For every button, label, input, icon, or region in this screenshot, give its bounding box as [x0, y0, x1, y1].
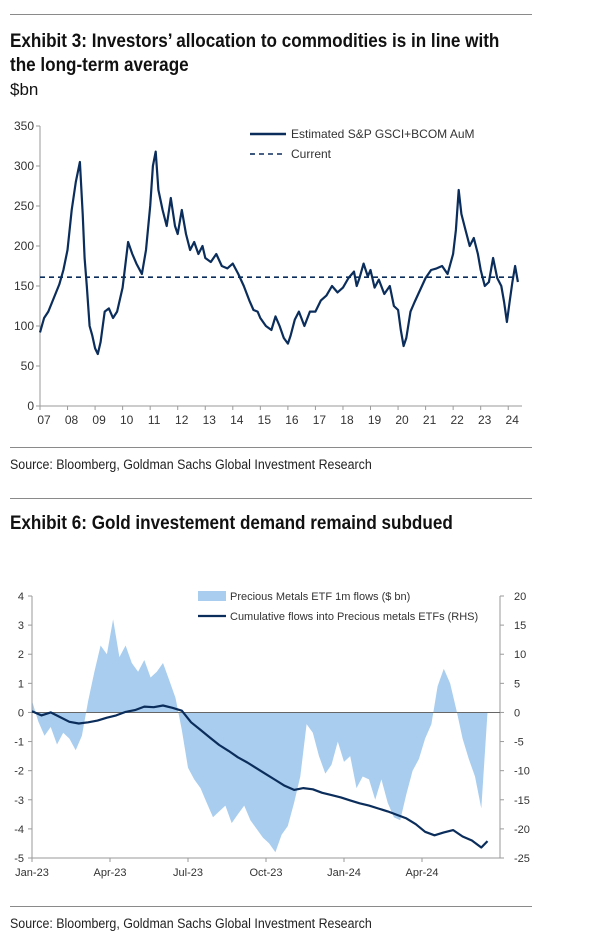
- exhibit3-chart: 0 50 100 150 200 250 300 350 07 08 09 10 11 12 13 14 15 1…: [14, 119, 522, 427]
- x-tick-label: 17: [313, 413, 327, 427]
- left-y-tick-label: 4: [18, 591, 24, 603]
- y-tick-label: 300: [14, 159, 34, 173]
- right-y-tick-label: -5: [514, 737, 524, 749]
- right-y-tick-label: 0: [514, 707, 520, 719]
- exhibit6-source-divider: [10, 906, 532, 907]
- etf-flows-area: [32, 619, 488, 853]
- x-tick-label: 12: [175, 413, 189, 427]
- right-y-tick-label: 20: [514, 591, 526, 603]
- y-tick-label: 0: [27, 399, 34, 413]
- exhibit3-source-divider: [10, 447, 532, 448]
- y-tick-label: 250: [14, 199, 34, 213]
- exhibit3-title: Exhibit 3: Investors’ allocation to comm…: [10, 31, 500, 76]
- x-tick-label: 20: [395, 413, 409, 427]
- y-tick-label: 50: [21, 359, 35, 373]
- y-tick-label: 200: [14, 239, 34, 253]
- x-tick-label: Apr-23: [93, 867, 126, 879]
- legend-label-cumulative: Cumulative flows into Precious metals ET…: [230, 611, 478, 623]
- right-y-tick-label: -10: [514, 766, 530, 778]
- right-y-tick-label: -25: [514, 853, 530, 865]
- section-divider: [10, 498, 532, 499]
- x-tick-label: Oct-23: [249, 867, 282, 879]
- right-y-tick-label: 15: [514, 620, 526, 632]
- exhibit3-source: Source: Bloomberg, Goldman Sachs Global …: [10, 457, 372, 472]
- x-tick-label: 07: [37, 413, 51, 427]
- x-tick-label: 16: [285, 413, 299, 427]
- left-y-tick-label: 0: [18, 707, 24, 719]
- exhibit6-title: Exhibit 6: Gold investement demand remai…: [10, 513, 453, 534]
- right-y-tick-label: 5: [514, 678, 520, 690]
- x-tick-label: 22: [450, 413, 464, 427]
- left-y-tick-label: -5: [14, 853, 24, 865]
- left-y-tick-label: -2: [14, 766, 24, 778]
- right-y-tick-label: 10: [514, 649, 526, 661]
- y-tick-label: 150: [14, 279, 34, 293]
- y-tick-label: 350: [14, 119, 34, 133]
- x-tick-label: 15: [258, 413, 272, 427]
- top-divider: [10, 14, 532, 15]
- y-tick-label: 100: [14, 319, 34, 333]
- x-tick-label: 13: [203, 413, 217, 427]
- x-tick-label: Jan-23: [15, 867, 49, 879]
- x-tick-label: 14: [230, 413, 244, 427]
- x-tick-label: 10: [120, 413, 134, 427]
- left-y-tick-label: -3: [14, 795, 24, 807]
- legend-label-flows: Precious Metals ETF 1m flows ($ bn): [230, 591, 410, 603]
- legend-label-aum: Estimated S&P GSCI+BCOM AuM: [291, 127, 475, 141]
- exhibit6-chart: -5-4-3-2-101234-25-20-15-10-505101520Jan…: [14, 591, 530, 879]
- x-tick-label: 24: [506, 413, 520, 427]
- left-y-tick-label: -4: [14, 824, 24, 836]
- x-tick-label: 11: [148, 413, 161, 427]
- right-y-tick-label: -20: [514, 824, 530, 836]
- x-tick-label: Jan-24: [327, 867, 361, 879]
- exhibit3-unit: $bn: [10, 80, 39, 99]
- left-y-tick-label: -1: [14, 737, 24, 749]
- exhibit6-source: Source: Bloomberg, Goldman Sachs Global …: [10, 916, 372, 931]
- x-tick-label: 08: [65, 413, 79, 427]
- aum-series-line: [38, 150, 519, 356]
- x-tick-label: 21: [423, 413, 437, 427]
- left-y-tick-label: 2: [18, 649, 24, 661]
- x-tick-label: Apr-24: [405, 867, 438, 879]
- left-y-tick-label: 3: [18, 620, 24, 632]
- legend-swatch-flows: [198, 591, 226, 601]
- x-tick-label: 18: [340, 413, 354, 427]
- x-tick-label: 09: [92, 413, 106, 427]
- x-tick-label: 19: [368, 413, 382, 427]
- cumulative-flows-line: [31, 704, 489, 849]
- right-y-tick-label: -15: [514, 795, 530, 807]
- left-y-tick-label: 1: [18, 678, 24, 690]
- x-tick-label: Jul-23: [173, 867, 203, 879]
- legend-label-current: Current: [291, 147, 332, 161]
- x-tick-label: 23: [478, 413, 492, 427]
